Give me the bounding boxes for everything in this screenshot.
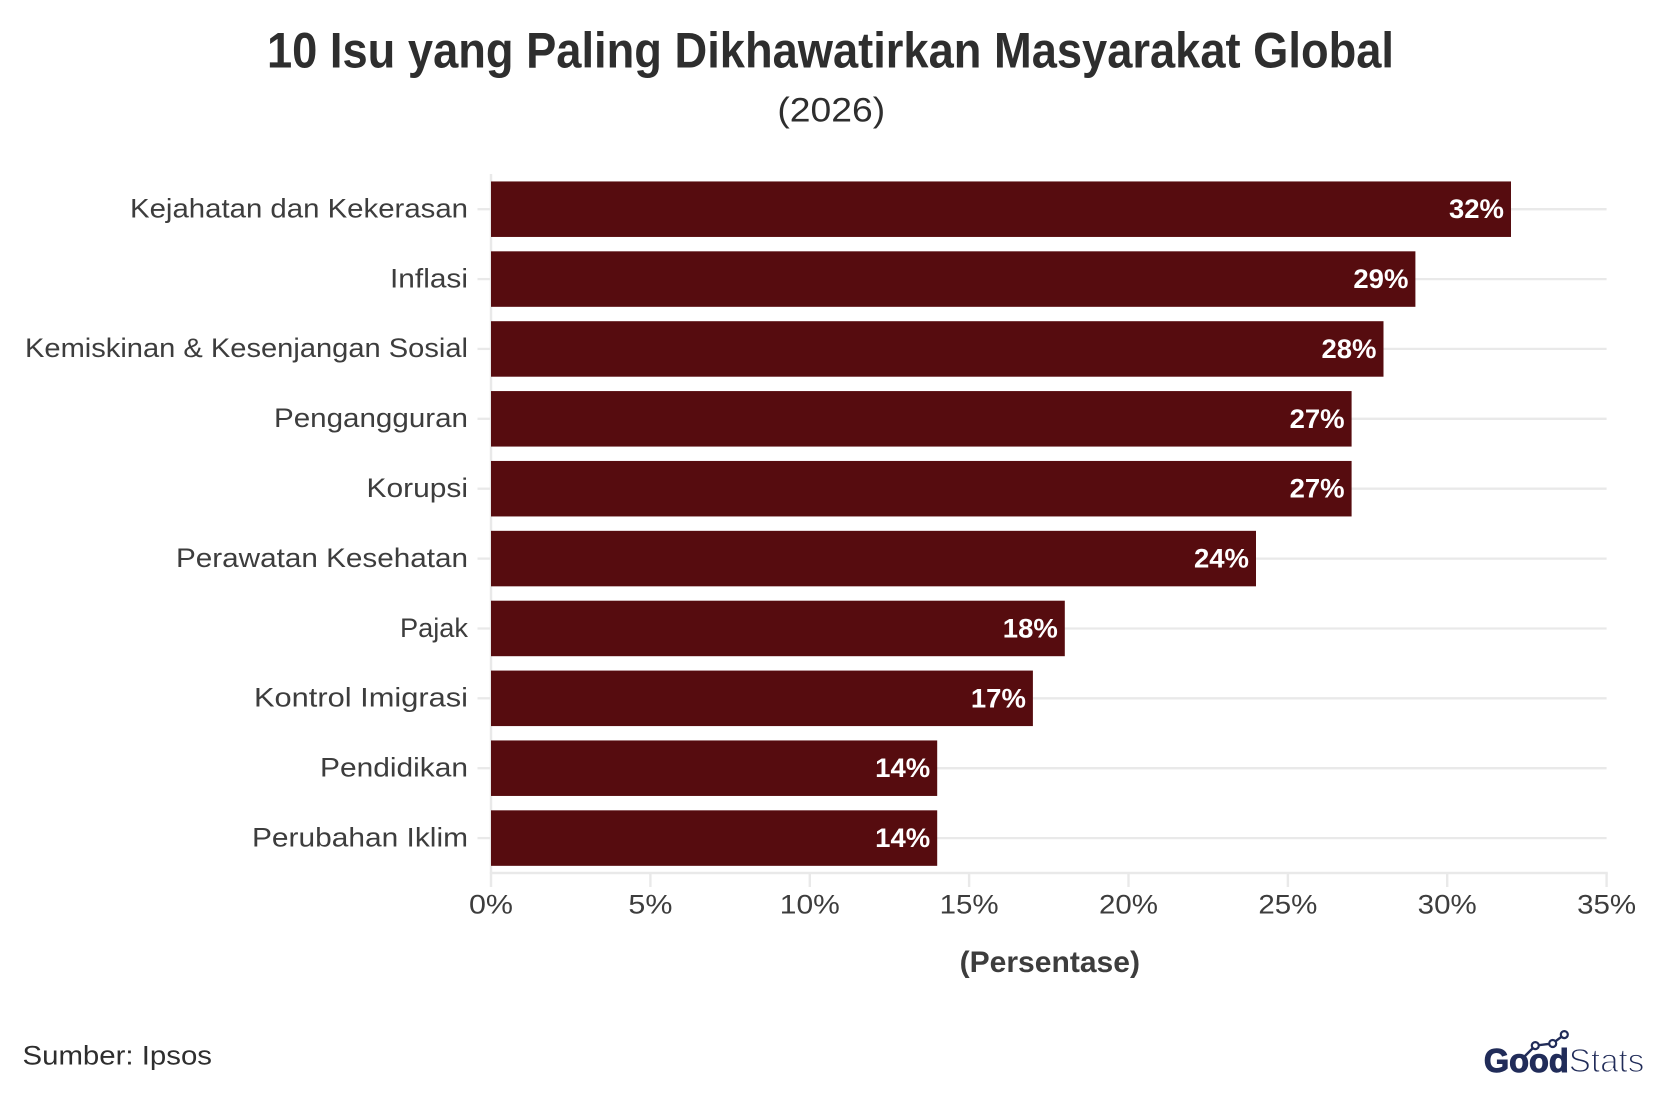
svg-text:5%: 5% [628,889,672,919]
svg-text:(2026): (2026) [777,91,885,129]
svg-text:14%: 14% [875,753,930,783]
svg-text:(Persentase): (Persentase) [960,946,1140,979]
svg-text:18%: 18% [1003,614,1058,644]
svg-text:25%: 25% [1258,889,1317,919]
svg-text:Inflasi: Inflasi [390,263,468,293]
svg-text:Pajak: Pajak [400,613,469,643]
svg-text:29%: 29% [1353,264,1408,294]
svg-text:Korupsi: Korupsi [367,473,469,503]
svg-text:10 Isu yang Paling Dikhawatirk: 10 Isu yang Paling Dikhawatirkan Masyara… [267,23,1394,79]
svg-text:0%: 0% [469,889,513,919]
svg-text:20%: 20% [1099,889,1158,919]
svg-text:Perubahan Iklim: Perubahan Iklim [252,822,468,852]
svg-text:32%: 32% [1449,194,1504,224]
svg-text:30%: 30% [1418,889,1477,919]
svg-text:27%: 27% [1290,404,1345,434]
svg-text:Perawatan Kesehatan: Perawatan Kesehatan [176,543,468,573]
svg-text:Good: Good [1484,1042,1569,1079]
svg-text:14%: 14% [875,823,930,853]
svg-text:Kemiskinan & Kesenjangan Sosia: Kemiskinan & Kesenjangan Sosial [25,333,468,363]
svg-text:Pendidikan: Pendidikan [320,753,468,783]
svg-text:Kontrol Imigrasi: Kontrol Imigrasi [254,683,468,713]
svg-text:27%: 27% [1290,474,1345,504]
svg-text:Kejahatan dan Kekerasan: Kejahatan dan Kekerasan [130,194,468,224]
svg-text:35%: 35% [1577,889,1636,919]
svg-text:Stats: Stats [1569,1042,1645,1079]
svg-text:15%: 15% [940,889,999,919]
svg-text:28%: 28% [1322,334,1377,364]
svg-text:Pengangguran: Pengangguran [274,403,468,433]
svg-text:10%: 10% [780,889,840,919]
svg-text:Sumber: Ipsos: Sumber: Ipsos [23,1041,213,1071]
svg-text:24%: 24% [1194,544,1249,574]
svg-text:17%: 17% [971,683,1026,713]
